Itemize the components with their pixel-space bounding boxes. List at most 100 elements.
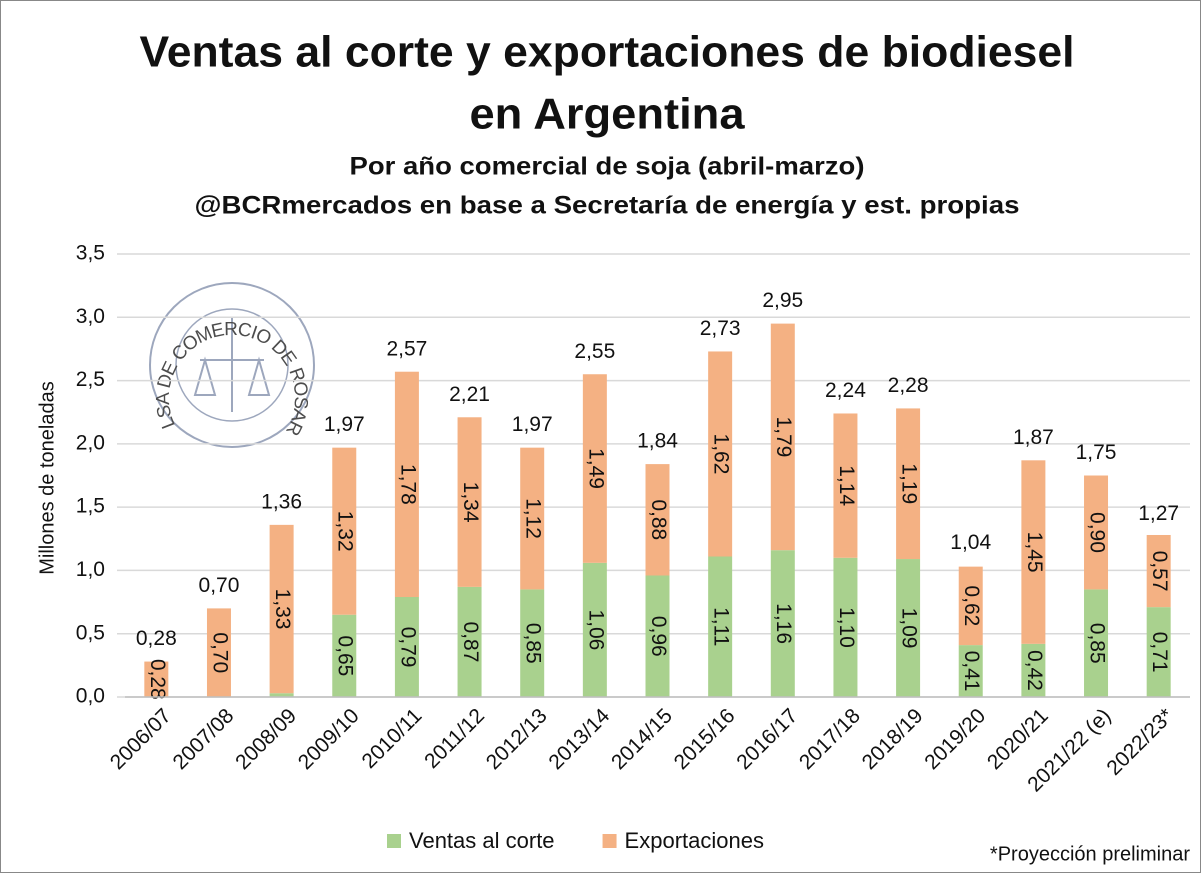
total-label: 2,24 xyxy=(825,379,866,402)
total-label: 1,75 xyxy=(1076,441,1117,464)
y-tick-label: 3,5 xyxy=(76,242,105,265)
data-label: 0,79 xyxy=(396,627,419,668)
bar-segment xyxy=(394,371,419,598)
bar-segment xyxy=(958,566,983,646)
total-label: 1,97 xyxy=(324,413,365,436)
bar-segment xyxy=(770,323,795,551)
data-label: 1,09 xyxy=(898,608,921,649)
data-label: 0,65 xyxy=(334,635,357,676)
bar-segment xyxy=(645,575,670,697)
data-label: 1,33 xyxy=(271,589,294,630)
bar-segment xyxy=(833,413,858,558)
seal-emblem xyxy=(193,318,271,412)
total-label: 1,27 xyxy=(1138,502,1179,525)
bar-segment xyxy=(1146,534,1171,608)
y-tick-label: 1,0 xyxy=(76,558,105,581)
bar-segment xyxy=(520,447,545,590)
data-label: 0,85 xyxy=(1085,623,1108,664)
footnote: *Proyección preliminar xyxy=(990,843,1190,865)
bar-segment xyxy=(332,447,357,615)
subtitle: @BCRmercados en base a Secretaría de ene… xyxy=(195,192,1020,220)
total-label: 2,28 xyxy=(888,374,929,397)
bar-segment xyxy=(708,351,733,557)
data-label: 0,87 xyxy=(459,622,482,663)
data-label: 0,57 xyxy=(1148,551,1171,592)
data-label: 1,78 xyxy=(396,464,419,505)
data-label: 0,85 xyxy=(522,623,545,664)
legend-label: Ventas al corte xyxy=(409,828,555,853)
data-label: 1,34 xyxy=(459,482,482,523)
data-label: 1,32 xyxy=(334,511,357,552)
bar-segment xyxy=(269,524,294,694)
total-label: 1,87 xyxy=(1013,426,1054,449)
y-axis-label: Millones de toneladas xyxy=(36,381,58,574)
data-label: 1,16 xyxy=(772,603,795,644)
bar-segment xyxy=(833,557,858,697)
data-label: 0,96 xyxy=(647,616,670,657)
legend-swatch xyxy=(387,834,401,848)
total-label: 2,95 xyxy=(762,289,803,312)
y-tick-label: 3,0 xyxy=(76,305,105,328)
bar-segment xyxy=(520,589,545,697)
bar-segment xyxy=(394,597,419,697)
data-label: 1,79 xyxy=(772,416,795,457)
bar-segment xyxy=(582,374,607,563)
bar-segment xyxy=(1021,460,1046,644)
total-label: 1,84 xyxy=(637,430,678,453)
bar-segment xyxy=(206,608,231,697)
data-label: 0,41 xyxy=(960,651,983,692)
data-label: 0,62 xyxy=(960,585,983,626)
bar-segment xyxy=(708,556,733,697)
chart-title: en Argentina xyxy=(470,90,746,139)
data-label: 1,49 xyxy=(584,448,607,489)
total-label: 0,70 xyxy=(199,574,240,597)
bar-segment xyxy=(1021,643,1046,697)
bar-segment xyxy=(582,562,607,697)
seal-ring xyxy=(175,308,289,422)
total-label: 1,97 xyxy=(512,413,553,436)
bar-segment xyxy=(1146,607,1171,697)
chart-title: Ventas al corte y exportaciones de biodi… xyxy=(140,28,1075,77)
data-label: 0,90 xyxy=(1085,512,1108,553)
y-tick-label: 1,5 xyxy=(76,495,105,518)
seal-ring xyxy=(149,282,315,448)
data-label: 1,12 xyxy=(522,498,545,539)
bar-segment xyxy=(269,693,294,697)
total-label: 1,36 xyxy=(261,490,302,513)
y-tick-label: 2,5 xyxy=(76,368,105,391)
bar-segment xyxy=(457,417,482,587)
bar-segment xyxy=(896,408,921,560)
y-tick-label: 0,0 xyxy=(76,685,105,708)
data-label: 0,71 xyxy=(1148,632,1171,673)
legend-swatch xyxy=(602,834,617,848)
total-label: 2,21 xyxy=(449,383,490,406)
data-label: 0,88 xyxy=(647,499,670,540)
data-label: 1,10 xyxy=(835,607,858,648)
bar-segment xyxy=(770,550,795,697)
bar-segment xyxy=(896,559,921,697)
bar-segment xyxy=(958,645,983,697)
data-label: 0,28 xyxy=(146,659,169,700)
data-label: 1,14 xyxy=(835,465,858,506)
data-label: 1,19 xyxy=(898,463,921,504)
data-label: 0,70 xyxy=(208,632,231,673)
y-tick-label: 2,0 xyxy=(76,431,105,454)
bar-segment xyxy=(144,661,169,697)
data-label: 0,42 xyxy=(1023,650,1046,691)
total-label: 1,04 xyxy=(950,531,991,554)
data-label: 1,62 xyxy=(710,434,733,475)
legend-label: Exportaciones xyxy=(625,828,764,853)
data-label: 1,06 xyxy=(584,609,607,650)
total-label: 2,57 xyxy=(386,337,427,360)
bar-segment xyxy=(1084,475,1109,590)
data-label: 1,11 xyxy=(710,607,733,646)
bar-segment xyxy=(332,614,357,697)
data-label: 1,45 xyxy=(1023,532,1046,573)
subtitle: Por año comercial de soja (abril-marzo) xyxy=(350,153,865,181)
total-label: 0,28 xyxy=(136,627,177,650)
bar-segment xyxy=(645,464,670,576)
y-tick-label: 0,5 xyxy=(76,621,105,644)
bar-segment xyxy=(1084,589,1109,697)
total-label: 2,73 xyxy=(700,317,741,340)
